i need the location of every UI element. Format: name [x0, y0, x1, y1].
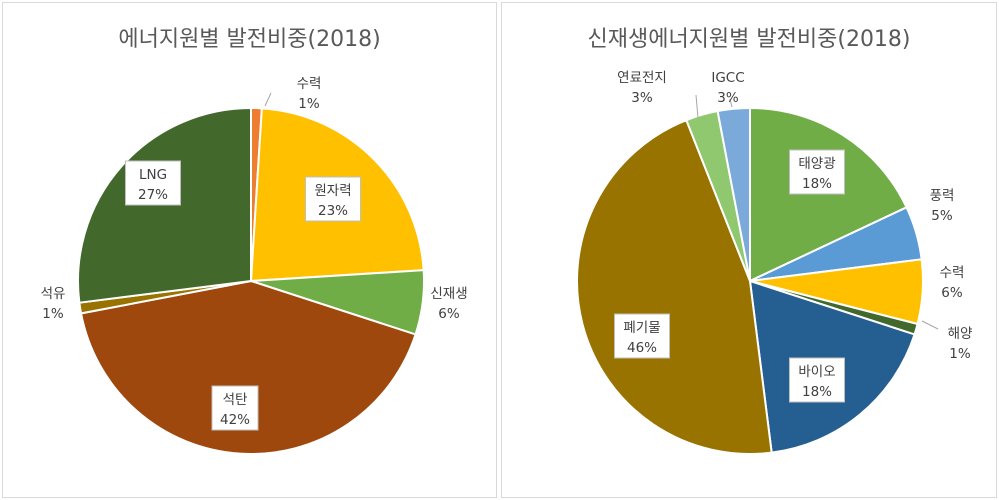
chart-title: 에너지원별 발전비중(2018) — [118, 27, 381, 52]
data-label-box — [125, 160, 181, 206]
slice-value-label: 46% — [627, 340, 657, 356]
slice-value-label: 18% — [802, 176, 832, 192]
leader-line — [921, 320, 939, 330]
slice-value-label: 42% — [220, 412, 250, 428]
pie-slice-4 — [79, 279, 417, 455]
leader-line — [729, 98, 733, 108]
slice-value-label: 6% — [941, 285, 963, 301]
slice-category-label: 수력 — [297, 76, 322, 92]
data-label-box — [211, 385, 259, 431]
pie-slice-8 — [716, 106, 751, 282]
slice-category-label: 바이오 — [798, 364, 835, 380]
data-label-box — [614, 313, 670, 359]
slice-category-label: 석탄 — [223, 392, 248, 408]
pie-slice-6 — [576, 118, 773, 455]
pie-slices — [576, 106, 924, 455]
slice-category-label: 석유 — [41, 286, 66, 302]
data-label-box — [789, 149, 845, 195]
slice-category-label: 풍력 — [930, 188, 955, 204]
slice-category-label: LNG — [139, 167, 167, 183]
slice-category-label: 태양광 — [798, 156, 835, 172]
slice-value-label: 3% — [717, 90, 739, 106]
chart-title: 신재생에너지원별 발전비중(2018) — [587, 27, 911, 52]
slice-category-label: 폐기물 — [623, 320, 660, 336]
leader-line — [264, 92, 272, 107]
slice-value-label: 18% — [802, 384, 832, 400]
data-label-box — [789, 357, 845, 403]
pie-chart-energy: 수력 1% 원자력 23% 신재생 6% 석탄 42% 석유 1% LNG 27% — [41, 76, 468, 455]
slice-category-label: 해양 — [948, 326, 973, 342]
slice-category-label: 신재생 — [430, 286, 467, 302]
chart-panel-renewable: 신재생에너지원별 발전비중(2018) 태양광 18% 풍력 5% 수력 6% 해양 1% 바이… — [501, 2, 997, 498]
data-label-box — [305, 176, 361, 222]
slice-value-label: 1% — [42, 306, 64, 322]
slice-value-label: 27% — [138, 187, 168, 203]
slice-value-label: 23% — [318, 203, 348, 219]
chart-panel-energy: 에너지원별 발전비중(2018) 수력 1% 원자력 23% 신재생 6% 석탄 42% 석유 1… — [2, 2, 497, 498]
pie-chart-renewable: 태양광 18% 풍력 5% 수력 6% 해양 1% 바이오 18% 폐기물 46% 연료전지 3% IGCC… — [576, 70, 973, 455]
slice-value-label: 1% — [298, 96, 320, 112]
slice-category-label: 수력 — [940, 265, 965, 281]
slice-value-label: 3% — [631, 90, 653, 106]
slice-value-label: 6% — [438, 306, 460, 322]
slice-value-label: 5% — [931, 208, 953, 224]
slice-category-label: IGCC — [711, 70, 744, 86]
leader-line — [695, 94, 699, 119]
slice-category-label: 원자력 — [314, 183, 351, 199]
slice-category-label: 연료전지 — [617, 70, 667, 86]
slice-value-label: 1% — [949, 346, 971, 362]
